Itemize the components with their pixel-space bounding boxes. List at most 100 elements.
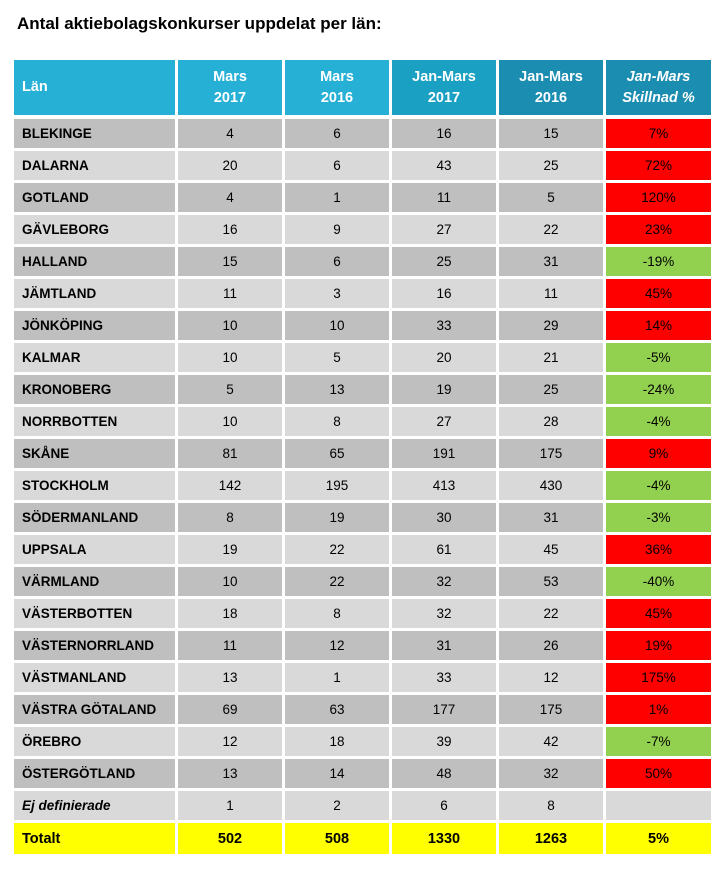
- jan-mars-2017-cell: 39: [392, 727, 496, 759]
- col-header-jan-mars-2016: Jan-Mars 2016: [499, 60, 603, 119]
- jan-mars-2017-cell: 27: [392, 407, 496, 439]
- total-jan-mars-2016-cell: 1263: [499, 823, 603, 854]
- jan-mars-2016-cell: 31: [499, 503, 603, 535]
- lan-cell: JÖNKÖPING: [14, 311, 175, 343]
- mars-2017-cell: 11: [178, 279, 282, 311]
- mars-2017-cell: 5: [178, 375, 282, 407]
- mars-2017-cell: 10: [178, 343, 282, 375]
- mars-2017-cell: 142: [178, 471, 282, 503]
- skillnad-cell: 9%: [606, 439, 711, 471]
- mars-2017-cell: 13: [178, 663, 282, 695]
- mars-2017-cell: 11: [178, 631, 282, 663]
- table-row: KRONOBERG 5 13 19 25 -24%: [14, 375, 711, 407]
- mars-2017-cell: 13: [178, 759, 282, 791]
- skillnad-cell: -40%: [606, 567, 711, 599]
- table-row: VÄSTERBOTTEN 18 8 32 22 45%: [14, 599, 711, 631]
- mars-2016-cell: 22: [285, 567, 389, 599]
- mars-2017-cell: 81: [178, 439, 282, 471]
- lan-cell: KRONOBERG: [14, 375, 175, 407]
- jan-mars-2017-cell: 16: [392, 119, 496, 151]
- total-jan-mars-2017-cell: 1330: [392, 823, 496, 854]
- jan-mars-2017-cell: 177: [392, 695, 496, 727]
- lan-cell: KALMAR: [14, 343, 175, 375]
- mars-2017-cell: 8: [178, 503, 282, 535]
- table-row: VÄSTERNORRLAND 11 12 31 26 19%: [14, 631, 711, 663]
- skillnad-cell: 72%: [606, 151, 711, 183]
- jan-mars-2017-cell: 48: [392, 759, 496, 791]
- total-mars-2017-cell: 502: [178, 823, 282, 854]
- lan-cell: SKÅNE: [14, 439, 175, 471]
- lan-cell: GÄVLEBORG: [14, 215, 175, 247]
- mars-2016-cell: 2: [285, 791, 389, 823]
- jan-mars-2017-cell: 11: [392, 183, 496, 215]
- jan-mars-2016-cell: 430: [499, 471, 603, 503]
- mars-2016-cell: 10: [285, 311, 389, 343]
- col-header-mars-2017: Mars 2017: [178, 60, 282, 119]
- mars-2016-cell: 12: [285, 631, 389, 663]
- lan-cell: BLEKINGE: [14, 119, 175, 151]
- table-row: KALMAR 10 5 20 21 -5%: [14, 343, 711, 375]
- table-row: ÖREBRO 12 18 39 42 -7%: [14, 727, 711, 759]
- jan-mars-2016-cell: 22: [499, 599, 603, 631]
- table-row: NORRBOTTEN 10 8 27 28 -4%: [14, 407, 711, 439]
- skillnad-cell: 50%: [606, 759, 711, 791]
- total-skillnad-cell: 5%: [606, 823, 711, 854]
- jan-mars-2016-cell: 26: [499, 631, 603, 663]
- col-header-skillnad: Jan-Mars Skillnad %: [606, 60, 711, 119]
- jan-mars-2016-cell: 12: [499, 663, 603, 695]
- jan-mars-2017-cell: 31: [392, 631, 496, 663]
- jan-mars-2017-cell: 20: [392, 343, 496, 375]
- jan-mars-2017-cell: 33: [392, 663, 496, 695]
- mars-2017-cell: 12: [178, 727, 282, 759]
- lan-cell: VÄSTRA GÖTALAND: [14, 695, 175, 727]
- mars-2017-cell: 19: [178, 535, 282, 567]
- table-row: SKÅNE 81 65 191 175 9%: [14, 439, 711, 471]
- total-lan-cell: Totalt: [14, 823, 175, 854]
- jan-mars-2017-cell: 33: [392, 311, 496, 343]
- skillnad-cell: 23%: [606, 215, 711, 247]
- jan-mars-2017-cell: 30: [392, 503, 496, 535]
- page-title: Antal aktiebolagskonkurser uppdelat per …: [17, 14, 382, 33]
- jan-mars-2016-cell: 29: [499, 311, 603, 343]
- lan-cell: NORRBOTTEN: [14, 407, 175, 439]
- lan-cell: SÖDERMANLAND: [14, 503, 175, 535]
- mars-2016-cell: 65: [285, 439, 389, 471]
- mars-2016-cell: 8: [285, 407, 389, 439]
- header-row: Län Mars 2017 Mars 2016 Jan-Mars 2017 Jan-M…: [14, 60, 711, 119]
- jan-mars-2016-cell: 22: [499, 215, 603, 247]
- col-header-lan: Län: [14, 60, 175, 119]
- skillnad-cell: 7%: [606, 119, 711, 151]
- mars-2017-cell: 10: [178, 567, 282, 599]
- lan-cell: ÖSTERGÖTLAND: [14, 759, 175, 791]
- mars-2017-cell: 4: [178, 183, 282, 215]
- lan-cell: JÄMTLAND: [14, 279, 175, 311]
- mars-2016-cell: 6: [285, 247, 389, 279]
- skillnad-cell: -4%: [606, 471, 711, 503]
- jan-mars-2016-cell: 8: [499, 791, 603, 823]
- jan-mars-2017-cell: 43: [392, 151, 496, 183]
- jan-mars-2016-cell: 32: [499, 759, 603, 791]
- mars-2017-cell: 69: [178, 695, 282, 727]
- lan-cell: VÄSTERBOTTEN: [14, 599, 175, 631]
- mars-2016-cell: 1: [285, 663, 389, 695]
- jan-mars-2016-cell: 5: [499, 183, 603, 215]
- mars-2017-cell: 10: [178, 311, 282, 343]
- jan-mars-2017-cell: 19: [392, 375, 496, 407]
- lan-cell: STOCKHOLM: [14, 471, 175, 503]
- mars-2017-cell: 20: [178, 151, 282, 183]
- skillnad-cell: 45%: [606, 279, 711, 311]
- jan-mars-2016-cell: 15: [499, 119, 603, 151]
- table-row: HALLAND 15 6 25 31 -19%: [14, 247, 711, 279]
- skillnad-cell: -4%: [606, 407, 711, 439]
- mars-2016-cell: 63: [285, 695, 389, 727]
- table-row: UPPSALA 19 22 61 45 36%: [14, 535, 711, 567]
- mars-2016-cell: 1: [285, 183, 389, 215]
- col-header-jan-mars-2017: Jan-Mars 2017: [392, 60, 496, 119]
- skillnad-cell: 120%: [606, 183, 711, 215]
- table-row: STOCKHOLM 142 195 413 430 -4%: [14, 471, 711, 503]
- mars-2016-cell: 18: [285, 727, 389, 759]
- lan-cell: UPPSALA: [14, 535, 175, 567]
- table-row: Ej definierade 1 2 6 8: [14, 791, 711, 823]
- table-row: JÄMTLAND 11 3 16 11 45%: [14, 279, 711, 311]
- lan-cell: ÖREBRO: [14, 727, 175, 759]
